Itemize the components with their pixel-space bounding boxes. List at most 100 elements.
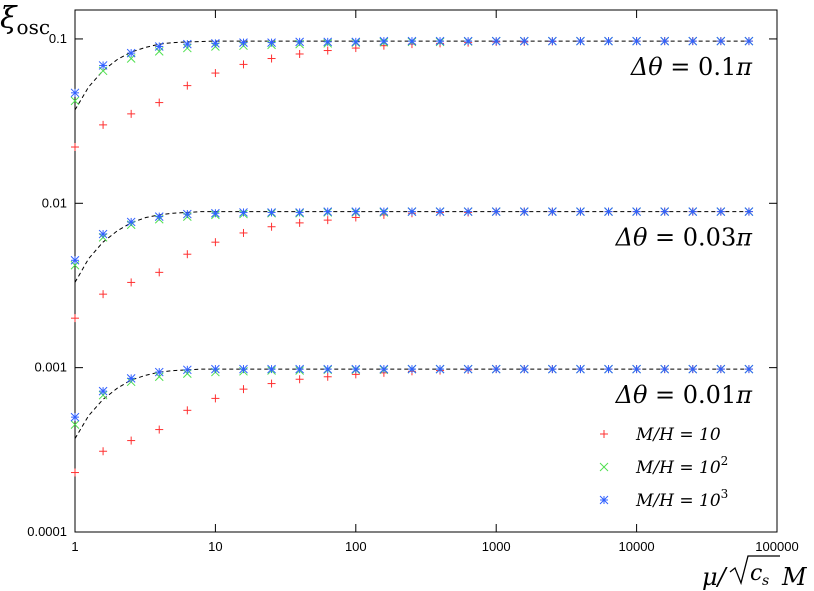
legend-label-text: M/H = 10 (635, 491, 721, 511)
data-point (295, 49, 304, 58)
data-point (70, 88, 80, 98)
delta-theta-number: 0.01 (683, 381, 736, 409)
y-tick-label: 0.0001 (27, 524, 67, 539)
data-point (239, 38, 248, 47)
data-point (491, 364, 501, 374)
data-point (688, 36, 698, 46)
legend-marker (599, 462, 609, 472)
data-point (155, 268, 164, 277)
data-point (688, 207, 698, 216)
y-axis-label: ξosc (0, 1, 50, 39)
x-tick-label: 100 (345, 539, 367, 554)
data-point (323, 372, 332, 381)
data-point (576, 364, 585, 374)
data-point (239, 228, 248, 237)
data-point (351, 37, 361, 47)
data-point (182, 39, 192, 49)
data-point (211, 208, 220, 218)
data-point (688, 364, 698, 374)
data-point (548, 364, 557, 374)
data-point (154, 212, 164, 221)
data-point (155, 425, 164, 434)
data-point (435, 364, 445, 374)
delta-theta-number: 0.1 (698, 53, 736, 81)
delta-theta-suffix: π (735, 224, 753, 252)
data-point (548, 207, 557, 216)
data-point (267, 38, 276, 47)
legend-marker (599, 495, 609, 505)
delta-theta-prefix: Δθ = (615, 224, 683, 252)
data-point (126, 374, 136, 383)
y-axis-label-main: ξ (0, 1, 18, 36)
x-tick-label: 1 (71, 539, 78, 554)
x-axis-label-radicand: c (750, 561, 762, 586)
data-point (632, 364, 641, 374)
legend-label-text: M/H = 10 (635, 458, 721, 478)
data-point (183, 406, 192, 415)
y-tick-label: 0.01 (42, 195, 67, 210)
data-point (239, 208, 248, 217)
data-point (491, 36, 501, 46)
legend-label: M/H = 10 (635, 425, 721, 445)
data-point (323, 207, 333, 216)
data-point (211, 364, 220, 374)
delta-theta-suffix: π (735, 53, 753, 81)
data-point (576, 207, 585, 216)
data-point (379, 364, 389, 374)
data-point (239, 60, 248, 69)
legend-label: M/H = 102 (635, 454, 728, 478)
x-tick-label: 1000 (482, 539, 511, 554)
legend-label: M/H = 103 (635, 487, 728, 511)
y-axis-label-sub: osc (17, 15, 51, 39)
y-tick-label: 0.1 (49, 31, 67, 46)
plot-frame (74, 9, 778, 533)
data-point (632, 36, 641, 46)
data-point (295, 37, 304, 47)
data-point (154, 42, 164, 51)
data-point (604, 36, 613, 46)
data-point (744, 207, 754, 216)
data-point (154, 367, 164, 377)
data-point (267, 364, 276, 374)
data-point (519, 364, 529, 374)
data-point (71, 143, 79, 152)
legend-label-exponent: 3 (721, 487, 729, 501)
data-point (491, 207, 501, 216)
data-point (267, 222, 276, 231)
data-points (70, 36, 754, 477)
data-point (716, 207, 726, 216)
data-point (295, 208, 304, 217)
data-point (126, 217, 136, 227)
data-point (127, 109, 136, 118)
data-point (323, 364, 333, 374)
data-point (435, 36, 445, 46)
x-axis-label: μ/ c s M (702, 555, 808, 591)
data-point (70, 420, 80, 429)
data-point (267, 208, 276, 217)
data-point (576, 36, 585, 46)
data-point (660, 36, 670, 46)
data-point (519, 207, 529, 216)
x-axis-label-post: M (781, 563, 808, 591)
data-point (211, 39, 220, 48)
x-axis-label-prefix: μ/ (702, 563, 729, 591)
data-point (98, 229, 108, 239)
data-point (716, 364, 726, 374)
data-point (211, 69, 220, 78)
data-point (155, 98, 164, 107)
delta-theta-annotation: Δθ = 0.01π (615, 381, 754, 409)
data-point (660, 364, 670, 374)
data-point (183, 250, 192, 259)
delta-theta-annotation: Δθ = 0.03π (615, 224, 754, 252)
data-point (519, 36, 529, 46)
data-point (379, 207, 389, 216)
x-tick-label: 10000 (619, 539, 655, 554)
data-point (548, 36, 557, 46)
data-point (98, 390, 108, 400)
sqrt-sign (729, 555, 780, 586)
data-point (323, 37, 333, 47)
data-point (295, 375, 304, 384)
data-point (127, 278, 136, 287)
